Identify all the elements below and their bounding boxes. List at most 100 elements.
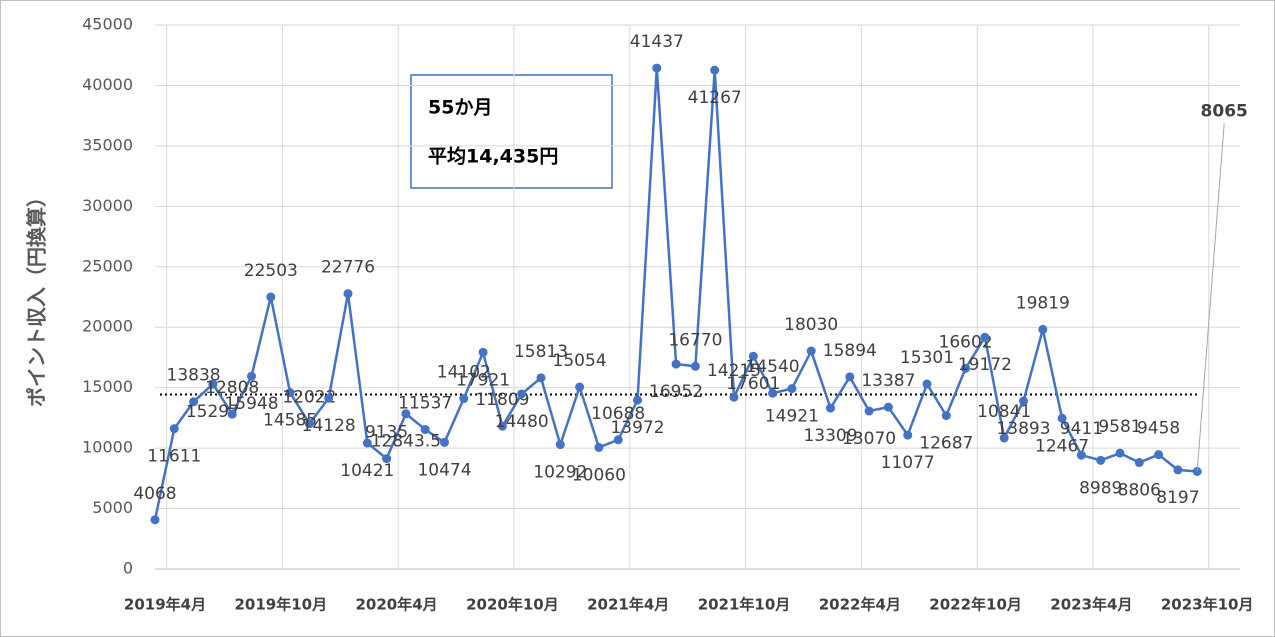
- data-point: [922, 379, 932, 389]
- y-tick-label: 35000: [82, 135, 133, 154]
- data-label: 10841: [977, 402, 1031, 422]
- data-point: [864, 406, 874, 416]
- data-point: [671, 359, 681, 369]
- data-point: [690, 361, 700, 371]
- data-label: 41267: [688, 88, 742, 108]
- data-label: 22776: [321, 258, 375, 278]
- data-point: [285, 388, 295, 398]
- data-point: [1096, 455, 1106, 465]
- data-label: 15297: [186, 402, 240, 422]
- data-point: [710, 65, 720, 75]
- data-label: 15948: [224, 394, 278, 414]
- data-label: 9581: [1098, 417, 1141, 437]
- data-point: [999, 433, 1009, 443]
- data-point: [1134, 458, 1144, 468]
- data-label: 14102: [437, 363, 491, 383]
- x-tick-label: 2019年4月: [124, 596, 206, 614]
- data-label: 11077: [881, 453, 935, 473]
- data-point: [401, 409, 411, 419]
- y-tick-label: 20000: [82, 317, 133, 336]
- data-label: 14480: [495, 412, 549, 432]
- data-label: 4068: [133, 484, 176, 504]
- leader-line: [1196, 123, 1225, 472]
- data-point: [613, 435, 623, 445]
- data-label: 15813: [514, 342, 568, 362]
- data-label: 10688: [591, 404, 645, 424]
- data-label: 15301: [900, 348, 954, 368]
- data-label: 12843.5: [371, 432, 441, 452]
- data-label: 15054: [553, 351, 607, 371]
- data-point: [304, 419, 314, 429]
- data-label: 13070: [842, 429, 896, 449]
- y-tick-label: 0: [123, 559, 133, 578]
- data-point: [633, 395, 642, 405]
- annotation-line: 平均14,435円: [428, 145, 558, 168]
- data-point: [266, 292, 276, 302]
- data-label: 11611: [147, 447, 201, 467]
- data-point: [208, 379, 218, 389]
- y-tick-label: 30000: [82, 196, 133, 215]
- data-point: [362, 438, 372, 448]
- data-point: [459, 394, 469, 404]
- data-point: [652, 63, 662, 73]
- data-point: [826, 403, 835, 413]
- data-label: 9458: [1137, 419, 1180, 439]
- y-tick-label: 45000: [82, 15, 133, 34]
- data-label: 17601: [726, 374, 780, 394]
- data-label: 41437: [630, 32, 684, 52]
- annotation-line: 55か月: [428, 97, 492, 119]
- data-point: [903, 430, 913, 440]
- data-label: 18030: [784, 315, 838, 335]
- data-point: [478, 347, 488, 357]
- data-label: 13893: [996, 419, 1050, 439]
- y-tick-label: 10000: [82, 438, 133, 457]
- x-tick-label: 2020年4月: [356, 596, 438, 614]
- data-label: 10060: [572, 465, 626, 485]
- data-point: [1154, 450, 1164, 460]
- data-point: [1057, 413, 1067, 423]
- data-label: 8989: [1079, 478, 1122, 498]
- y-tick-label: 15000: [82, 377, 133, 396]
- data-point: [189, 397, 199, 407]
- data-point: [517, 389, 527, 399]
- data-label: 16952: [649, 382, 703, 402]
- data-point: [768, 388, 778, 398]
- annotation-box: [410, 74, 613, 189]
- data-point: [536, 373, 546, 383]
- data-label: 8806: [1118, 481, 1161, 501]
- data-point: [1173, 465, 1183, 475]
- data-point: [787, 384, 797, 394]
- data-point: [382, 454, 392, 464]
- data-label: 19819: [1016, 293, 1070, 313]
- data-point: [961, 363, 971, 373]
- data-label: 17921: [456, 370, 510, 390]
- data-point: [941, 411, 951, 421]
- data-label: 22503: [244, 261, 298, 281]
- data-label: 16770: [668, 330, 722, 350]
- data-point: [748, 351, 758, 361]
- x-tick-label: 2021年10月: [698, 596, 791, 614]
- data-label: 12022: [282, 388, 336, 408]
- data-point: [575, 382, 585, 392]
- y-axis-title: ポイント収入（円換算）: [25, 187, 49, 407]
- data-label: 8065: [1201, 102, 1248, 122]
- data-point: [1019, 396, 1028, 406]
- data-label: 13309: [803, 426, 857, 446]
- data-label: 9135: [365, 423, 408, 443]
- data-point: [883, 402, 893, 412]
- data-label: 14540: [746, 357, 800, 377]
- data-point: [440, 437, 449, 447]
- x-tick-label: 2019年10月: [234, 596, 327, 614]
- data-label: 13387: [861, 371, 915, 391]
- data-point: [169, 424, 179, 434]
- x-tick-label: 2023年10月: [1161, 596, 1254, 614]
- data-label: 14215: [707, 361, 761, 381]
- data-point: [420, 425, 430, 435]
- data-label: 16602: [939, 332, 993, 352]
- data-label: 13972: [610, 418, 664, 438]
- data-point: [343, 289, 353, 299]
- data-label: 14921: [765, 407, 819, 427]
- data-label: 10474: [417, 460, 471, 480]
